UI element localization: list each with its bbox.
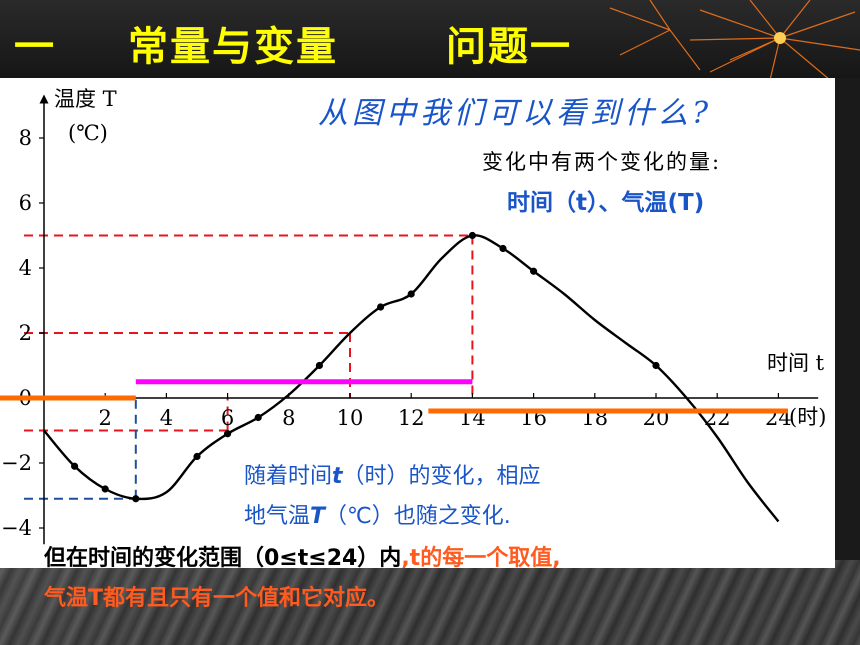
description-line-2: 地气温T（℃）也随之变化. <box>244 498 511 530</box>
data-point <box>101 485 109 493</box>
bottom-marble-band <box>0 560 860 645</box>
concl1-b: t的每一个取值, <box>409 546 561 571</box>
x-tick-label: 10 <box>337 406 364 430</box>
data-point <box>315 361 323 370</box>
header-subtitle: 问题一 <box>446 24 572 70</box>
data-point <box>407 290 415 298</box>
y-tick-label: −2 <box>1 451 32 475</box>
x-axis-label: 时间 t <box>767 351 825 375</box>
data-point <box>132 495 140 503</box>
question-text: 从图中我们可以看到什么? <box>318 96 713 131</box>
header-title: 常量与变量 <box>128 24 338 70</box>
desc2-a: 地气温 <box>244 504 311 529</box>
x-tick-label: 6 <box>221 406 234 430</box>
y-tick-label: 2 <box>19 321 32 345</box>
x-tick-label: 2 <box>99 406 112 430</box>
y-tick-label: 6 <box>19 191 32 215</box>
data-point <box>71 462 79 470</box>
data-point <box>652 361 660 370</box>
data-point <box>530 267 538 275</box>
firework-decoration <box>609 0 860 80</box>
x-tick-label: 12 <box>398 406 425 430</box>
conclusion-line-2: 气温T都有且只有一个值和它对应。 <box>44 586 390 611</box>
data-point <box>377 303 385 311</box>
time-temperature-text: 时间（t）、气温(T) <box>507 190 705 216</box>
x-axis-unit: (时) <box>789 405 826 429</box>
concl1-a: 但在时间的变化范围（0≤t≤24）内 <box>44 546 402 571</box>
desc1-b: （时）的变化，相应 <box>342 464 541 489</box>
data-point <box>193 452 201 461</box>
description-line-1: 随着时间t（时）的变化，相应 <box>244 458 541 490</box>
x-tick-label: 4 <box>160 406 173 430</box>
data-point <box>499 244 507 253</box>
desc2-b: （℃）也随之变化. <box>325 504 511 529</box>
y-tick-label: −4 <box>1 516 32 540</box>
x-tick-label: 8 <box>282 406 295 430</box>
desc1-t: t <box>332 464 343 489</box>
data-point <box>224 430 232 438</box>
header-section-number: 一 <box>14 24 56 70</box>
data-point <box>254 413 262 422</box>
y-tick-label: 4 <box>19 256 32 280</box>
y-axis-label: 温度 T <box>54 87 117 111</box>
concl1-comma: , <box>401 546 410 571</box>
data-point <box>468 231 476 240</box>
desc2-T: T <box>310 504 326 529</box>
y-tick-label: 8 <box>19 126 32 150</box>
conclusion-line-1: 但在时间的变化范围（0≤t≤24）内,t的每一个取值, <box>44 540 561 572</box>
chart-panel <box>0 78 835 568</box>
y-axis-unit: (℃) <box>68 121 108 145</box>
two-quantities-text: 变化中有两个变化的量: <box>482 150 722 174</box>
desc1-a: 随着时间 <box>244 464 333 489</box>
